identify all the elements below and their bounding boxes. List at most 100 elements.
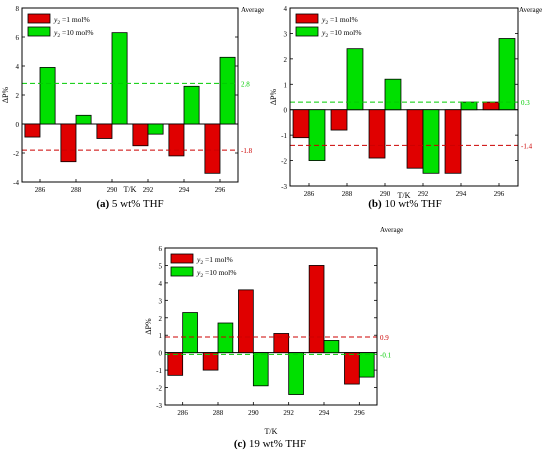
plot-frame: [164, 247, 378, 406]
legend-swatch: [295, 13, 319, 24]
legend-var: y: [53, 28, 58, 37]
y-tick-label: 4: [16, 63, 20, 71]
plot-frame: [289, 7, 519, 187]
x-axis-label: T/K: [398, 191, 411, 200]
panel-caption-text: 5 wt% THF: [109, 198, 164, 210]
legend-label: y2 =10 mol%: [321, 28, 362, 39]
bar-y2-10mol-294: [183, 85, 200, 125]
x-tick-label: 288: [213, 409, 224, 417]
average-value-label: -0.1: [380, 351, 392, 359]
bar-y2-10mol-286: [308, 109, 326, 161]
chart-panel-3: 0.9 -0.1 -3 -2 -1 0 1 2 3 4 5 6 286 288 290 292 294 296 T/…: [144, 226, 403, 450]
bar-y2-1mol-286: [167, 352, 184, 376]
y-axis-label: ΔP%: [1, 87, 10, 104]
y-tick-label: 4: [284, 5, 288, 13]
bar-y2-1mol-290: [238, 289, 254, 354]
average-header: Average: [241, 6, 264, 14]
bar-y2-10mol-294: [460, 101, 478, 111]
x-tick-label: 296: [354, 409, 365, 417]
legend-label: y2 =1 mol%: [196, 255, 233, 266]
x-axis-label: T/K: [124, 185, 137, 194]
average-header: Average: [380, 226, 403, 234]
legend: y2 =1 mol% y2 =10 mol%: [295, 13, 362, 39]
chart-panel-2: 0.3 -1.4 -3 -2 -1 0 1 2 3 4 286 288 290 292 294 296 T/K Δ…: [269, 5, 542, 210]
bar-y2-1mol-294: [308, 265, 325, 354]
y-tick-label: 3: [284, 30, 288, 38]
bar-y2-10mol-292: [422, 109, 440, 174]
bar-y2-1mol-296: [344, 352, 360, 385]
bar-y2-10mol-288: [217, 322, 234, 354]
legend-var-subscript: 2: [325, 33, 328, 39]
legend-var-subscript: 2: [325, 20, 328, 26]
y-tick-label: 2: [159, 315, 163, 323]
legend-var-subscript: 2: [57, 20, 60, 26]
legend-value: =10 mol%: [328, 28, 361, 37]
y-axis-label: ΔP%: [269, 89, 278, 106]
bar-y2-10mol-288: [346, 48, 364, 111]
bar-y2-1mol-288: [60, 123, 77, 163]
bar-y2-10mol-286: [182, 312, 198, 354]
panel-caption: (b) 10 wt% THF: [368, 198, 441, 210]
bar-y2-1mol-290: [368, 109, 386, 159]
bar-y2-10mol-292: [147, 123, 164, 135]
panel-caption: (a) 5 wt% THF: [96, 198, 163, 210]
bar-y2-10mol-290: [384, 78, 402, 111]
bar-y2-1mol-292: [273, 333, 290, 354]
y-tick-label: 1: [159, 332, 163, 340]
legend: y2 =1 mol% y2 =10 mol%: [170, 253, 237, 279]
bar-y2-1mol-286: [24, 123, 41, 138]
panel-caption-text: 10 wt% THF: [382, 198, 442, 210]
bar-y2-1mol-286: [292, 109, 310, 139]
x-tick-label: 286: [35, 186, 46, 194]
panel-caption-letter: (a): [96, 198, 109, 210]
bar-y2-1mol-296: [204, 123, 221, 174]
bar-y2-10mol-290: [111, 32, 128, 125]
panel-caption: (c) 19 wt% THF: [234, 438, 306, 450]
legend-var: y: [196, 268, 201, 277]
bar-y2-1mol-288: [202, 352, 219, 371]
y-tick-label: -3: [156, 402, 162, 410]
x-tick-label: 294: [319, 409, 330, 417]
average-value-label: 0.9: [380, 334, 389, 342]
bar-y2-10mol-292: [288, 352, 304, 395]
legend-label: y2 =1 mol%: [53, 15, 90, 26]
y-tick-label: 5: [159, 262, 163, 270]
panel-caption-text: 19 wt% THF: [246, 438, 306, 450]
bar-y2-10mol-294: [323, 340, 340, 354]
y-tick-label: 3: [159, 297, 163, 305]
legend-var: y: [53, 15, 58, 24]
y-tick-label: -2: [281, 158, 287, 166]
x-tick-label: 292: [418, 190, 429, 198]
bar-y2-10mol-286: [39, 67, 56, 125]
y-tick-label: 0: [284, 107, 288, 115]
legend-swatch: [27, 26, 51, 37]
bar-y2-1mol-296: [482, 101, 500, 111]
x-tick-label: 296: [215, 186, 226, 194]
bar-y2-1mol-294: [444, 109, 462, 174]
legend-value: =1 mol%: [60, 15, 90, 24]
y-tick-label: 8: [16, 5, 20, 13]
y-tick-label: -1: [281, 132, 287, 140]
y-tick-label: -2: [13, 150, 19, 158]
bar-y2-1mol-290: [96, 123, 113, 139]
average-value-label: -1.8: [241, 147, 253, 155]
legend-label: y2 =10 mol%: [196, 268, 237, 279]
legend-label: y2 =1 mol%: [321, 15, 358, 26]
legend-label: y2 =10 mol%: [53, 28, 94, 39]
bar-y2-10mol-296: [219, 56, 236, 125]
x-tick-label: 288: [342, 190, 353, 198]
x-tick-label: 290: [107, 186, 118, 194]
legend-swatch: [170, 253, 194, 264]
legend-value: =1 mol%: [328, 15, 358, 24]
y-tick-label: 0: [159, 350, 163, 358]
bar-y2-10mol-296: [358, 352, 375, 378]
average-value-label: 2.8: [241, 80, 250, 88]
panel-caption-letter: (c): [234, 438, 247, 450]
legend-var-subscript: 2: [200, 273, 203, 279]
x-tick-label: 296: [494, 190, 505, 198]
x-tick-label: 286: [304, 190, 315, 198]
legend-value: =10 mol%: [203, 268, 236, 277]
legend-value: =10 mol%: [60, 28, 93, 37]
legend-swatch: [27, 13, 51, 24]
